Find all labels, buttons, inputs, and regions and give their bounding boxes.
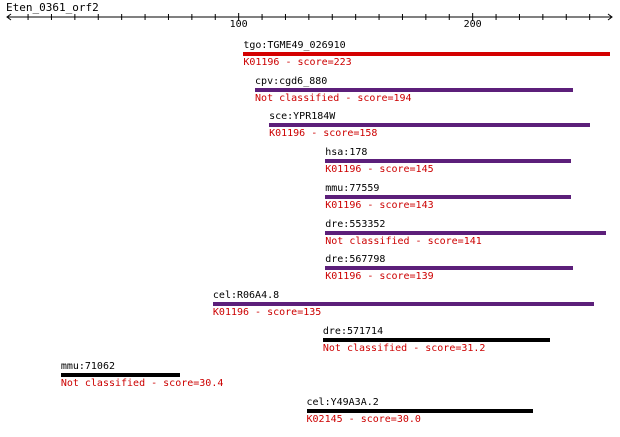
query-title: Eten_0361_orf2 [6, 1, 99, 14]
hit-description: Not classified - score=30.4 [60, 378, 224, 390]
hit-name[interactable]: mmu:71062 [60, 361, 115, 373]
hit-name[interactable]: tgo:TGME49_026910 [243, 40, 346, 51]
hit-row[interactable]: mmu:71062 Not classified - score=30.4 [0, 361, 620, 395]
hit-name[interactable]: dre:567798 [325, 254, 386, 266]
hit-name[interactable]: cel:Y49A3A.2 [306, 397, 379, 408]
hit-name[interactable]: cpv:cgd6_880 [255, 75, 328, 87]
hit-description: Not classified - score=194 [255, 92, 412, 104]
hit-row[interactable]: dre:571714 Not classified - score=31.2 [0, 326, 620, 360]
hit-name[interactable]: mmu:77559 [325, 182, 380, 194]
hit-description: Not classified - score=141 [325, 235, 482, 247]
hit-description: K01196 - score=158 [269, 128, 378, 140]
hit-description: K01196 - score=145 [325, 164, 434, 176]
hit-description: K01196 - score=135 [212, 306, 322, 318]
axis-tick-label: 200 [463, 19, 482, 30]
hit-name[interactable]: sce:YPR184W [269, 111, 336, 123]
hit-row[interactable]: dre:553352 Not classified - score=141 [0, 219, 620, 253]
hit-bar[interactable] [325, 194, 571, 199]
hit-bar[interactable] [325, 230, 607, 235]
hit-row[interactable]: dre:567798 K01196 - score=139 [0, 254, 620, 288]
hit-bar[interactable] [60, 373, 181, 378]
hit-description: Not classified - score=31.2 [322, 342, 486, 354]
hit-name[interactable]: cel:R06A4.8 [212, 289, 280, 301]
hit-bar[interactable] [269, 123, 590, 128]
hit-bar[interactable] [325, 159, 571, 164]
hit-description: K01196 - score=143 [325, 199, 434, 211]
hit-row[interactable]: sce:YPR184W K01196 - score=158 [0, 111, 620, 145]
axis-tick-label: 100 [229, 19, 248, 30]
hit-description: K01196 - score=223 [243, 57, 352, 68]
hit-bar[interactable] [322, 337, 550, 342]
hit-row[interactable]: cel:R06A4.8 K01196 - score=135 [0, 290, 620, 324]
hit-bar[interactable] [212, 301, 595, 306]
hit-row[interactable]: hsa:178 K01196 - score=145 [0, 147, 620, 181]
hit-row[interactable]: cel:Y49A3A.2 K02145 - score=30.0 [0, 397, 620, 431]
hit-description: K01196 - score=139 [325, 271, 434, 283]
axis-arrow-left [6, 13, 12, 21]
sequence-axis [6, 13, 613, 21]
hit-bar[interactable] [243, 52, 610, 56]
hit-name[interactable]: dre:571714 [322, 325, 384, 337]
axis-arrow-right [607, 13, 613, 21]
hit-name[interactable]: hsa:178 [325, 147, 368, 159]
hit-row[interactable]: cpv:cgd6_880 Not classified - score=194 [0, 76, 620, 110]
hit-description: K02145 - score=30.0 [306, 414, 421, 425]
hit-bar[interactable] [325, 266, 574, 271]
hit-row[interactable]: mmu:77559 K01196 - score=143 [0, 183, 620, 217]
hit-name[interactable]: dre:553352 [325, 218, 386, 230]
hit-bar[interactable] [306, 409, 534, 413]
hit-row[interactable]: tgo:TGME49_026910 K01196 - score=223 [0, 40, 620, 74]
hit-bar[interactable] [255, 87, 574, 92]
